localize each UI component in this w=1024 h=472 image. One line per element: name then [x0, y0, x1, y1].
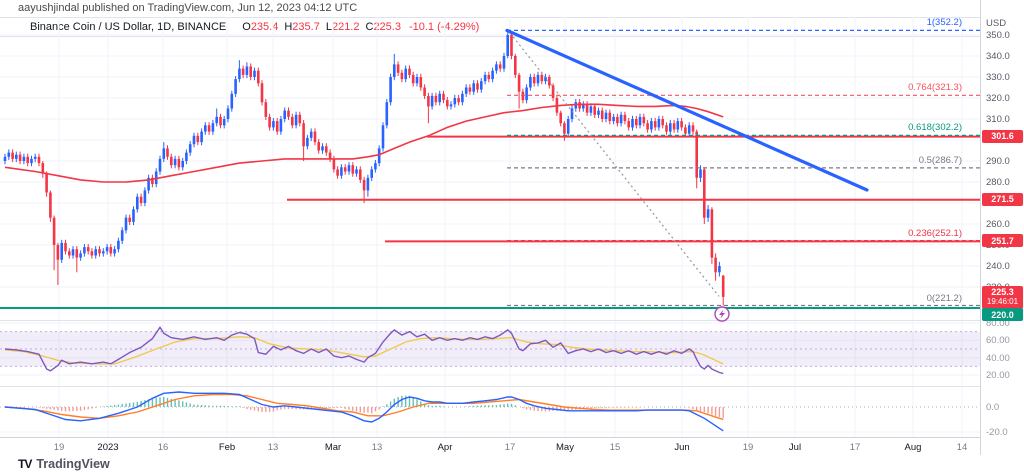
rsi-tick-label: 80.00 — [986, 317, 1010, 329]
rsi-line — [4, 326, 724, 375]
macd-line — [4, 391, 724, 432]
fib-retracement-lines[interactable] — [507, 29, 980, 307]
fib-level-label: 0(221.2) — [926, 292, 962, 304]
currency-label: USD — [986, 18, 1007, 29]
projection-dotted-line[interactable] — [509, 32, 720, 297]
time-axis-label: May — [556, 442, 574, 453]
time-axis-label: Mar — [324, 442, 342, 453]
price-badge: 271.5 — [982, 192, 1023, 206]
macd-tick-label: 0.0 — [986, 402, 1000, 413]
pane-borders — [0, 320, 1024, 387]
fib-level-label: 0.236(252.1) — [908, 227, 962, 239]
rsi-tick-label: 40.00 — [986, 352, 1010, 364]
time-axis-label: 19 — [742, 442, 754, 453]
time-axis-label: 16 — [157, 442, 169, 453]
price-axis[interactable]: USD350.0340.0330.0320.0310.0300.0290.028… — [980, 0, 1024, 455]
macd-histogram-layer — [15, 395, 724, 419]
rsi-band — [0, 331, 980, 367]
time-axis[interactable]: 19 2023 16 Feb 13 Mar 13 Apr 17 May 15 Jun 19 Jul 17 Au… — [0, 437, 980, 456]
time-axis-label: Aug — [904, 442, 922, 453]
tradingview-brand-name: TradingView — [36, 457, 110, 471]
price-tick-label: 280.0 — [986, 177, 1010, 188]
macd-tick-label: -20.0 — [986, 427, 1008, 438]
time-axis-label: 15 — [609, 442, 621, 453]
time-axis-label: 17 — [504, 442, 516, 453]
time-axis-label: 17 — [849, 442, 861, 453]
time-axis-label: 19 — [53, 442, 65, 453]
fib-level-label: 0.764(321.3) — [908, 82, 962, 94]
change-value: -10.1 (-4.29%) — [408, 21, 480, 33]
price-badge: 225.3 19:46:01 — [982, 285, 1023, 309]
fib-level-label: 0.618(302.2) — [908, 122, 962, 134]
time-axis-label: 2023 — [97, 442, 119, 453]
ohlc-open-label: O — [242, 21, 251, 33]
rsi-tick-label: 60.00 — [986, 335, 1010, 347]
fib-level-label: 1(352.2) — [926, 17, 962, 29]
price-tick-label: 340.0 — [986, 51, 1010, 62]
lightning-marker-icon[interactable] — [714, 306, 730, 322]
fib-level-label: 0.5(286.7) — [918, 154, 962, 166]
price-badge: 220.0 — [982, 308, 1023, 322]
price-tick-label: 320.0 — [986, 93, 1010, 104]
ohlc-low-label: L — [325, 21, 332, 33]
attribution-text: aayushjindal published on TradingView.co… — [18, 2, 358, 14]
rsi-ma-line — [4, 336, 724, 365]
time-axis-label: Jul — [788, 442, 802, 453]
trendline[interactable] — [505, 28, 869, 192]
rsi-tick-label: 20.00 — [986, 370, 1010, 382]
footer-brand[interactable]: TV TradingView — [18, 457, 110, 471]
ohlc-close-value: 225.3 — [373, 21, 401, 33]
price-tick-label: 260.0 — [986, 219, 1010, 230]
price-tick-label: 310.0 — [986, 114, 1010, 125]
time-axis-label: 13 — [371, 442, 383, 453]
ohlc-high-label: H — [284, 21, 293, 33]
price-tick-label: 350.0 — [986, 30, 1010, 41]
time-axis-label: Jun — [674, 442, 690, 453]
countdown-timer: 19:46:01 — [986, 297, 1019, 307]
symbol-title[interactable]: Binance Coin / US Dollar, 1D, BINANCE — [30, 21, 227, 33]
price-tick-label: 330.0 — [986, 72, 1010, 83]
ohlc-low-value: 221.2 — [331, 21, 360, 33]
time-axis-label: Feb — [218, 442, 236, 453]
time-axis-label: Apr — [437, 442, 453, 453]
level-lines[interactable] — [0, 135, 980, 309]
tradingview-logo-icon: TV — [18, 457, 32, 471]
candles-layer — [3, 30, 725, 306]
price-tick-label: 290.0 — [986, 156, 1010, 167]
grid-layer — [0, 17, 980, 437]
price-badge: 301.6 — [982, 129, 1023, 143]
ohlc-open-value: 235.4 — [250, 21, 279, 33]
time-axis-label: 13 — [267, 442, 279, 453]
time-axis-label: 14 — [956, 442, 968, 453]
ohlc-high-value: 235.7 — [292, 21, 320, 33]
ma-line — [4, 103, 724, 183]
price-badge: 251.7 — [982, 234, 1023, 248]
price-tick-label: 240.0 — [986, 261, 1010, 272]
macd-signal-line — [4, 393, 724, 421]
ohlc-close-label: C — [365, 21, 374, 33]
